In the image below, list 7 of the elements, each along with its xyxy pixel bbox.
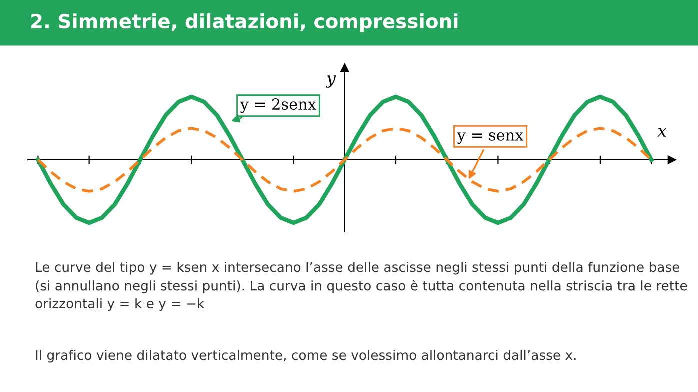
- x-axis-title: x: [658, 128, 667, 137]
- text: Le curve del tipo y = ksen x intersecano l’asse delle ascisse negli stessi punti della funzione base (si annullano negli stessi punti). La curva in questo caso è tutta contenuta nella striscia tra le rette orizzontali y = k e y = −k: [36, 262, 688, 312]
- chart-title: 2. Simmetrie, dilatazioni, compressioni: [32, 14, 458, 32]
- y-axis-title: y: [326, 76, 336, 88]
- text: Il grafico viene dilatato verticalmente, come se volessimo allontanarci dall’asse x.: [36, 350, 576, 363]
- series-label: y = 2senx: [240, 98, 316, 114]
- series-label: y = senx: [457, 132, 524, 144]
